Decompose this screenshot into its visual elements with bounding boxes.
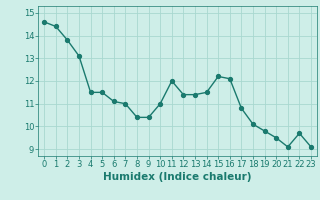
X-axis label: Humidex (Indice chaleur): Humidex (Indice chaleur) <box>103 172 252 182</box>
